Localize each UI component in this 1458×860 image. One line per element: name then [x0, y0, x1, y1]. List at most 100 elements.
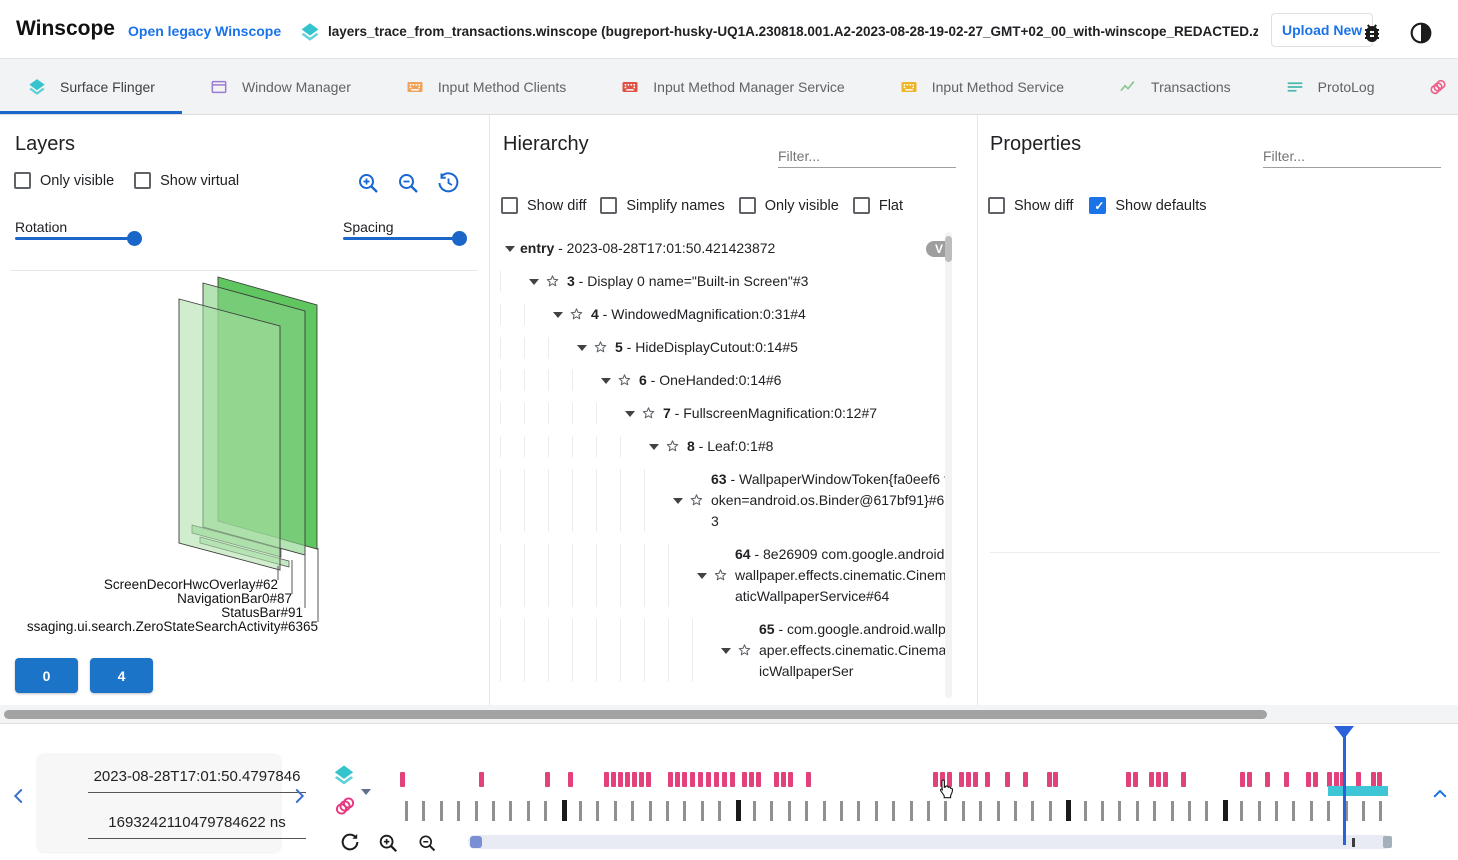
chevron-down-icon[interactable] [548, 312, 568, 318]
zoom-out-icon[interactable] [396, 171, 420, 195]
sf-tick [822, 801, 826, 821]
timestamp-ns-field[interactable]: 1693242110479784622 ns [88, 814, 306, 839]
tab-input-method-clients[interactable]: Input Method Clients [378, 59, 593, 114]
dark-mode-icon[interactable] [1408, 20, 1434, 46]
open-legacy-link[interactable]: Open legacy Winscope [128, 23, 282, 39]
rotation-slider-thumb[interactable] [127, 231, 142, 246]
chevron-down-icon[interactable] [596, 378, 616, 384]
timeline-refresh-icon[interactable] [339, 831, 361, 853]
checkbox-only-visible[interactable]: Only visible [14, 172, 114, 189]
timeline-zoom-out-icon[interactable] [417, 833, 437, 853]
star-icon[interactable] [664, 438, 687, 455]
star-icon[interactable] [616, 372, 639, 389]
spacing-slider-track[interactable] [343, 237, 462, 240]
tab-window-manager[interactable]: Window Manager [182, 59, 378, 114]
tree-node-label: 64 - 8e26909 com.google.android.wallpape… [735, 546, 949, 604]
chevron-down-icon[interactable] [692, 573, 712, 579]
previous-entry-button[interactable] [10, 784, 28, 808]
timestamp-human-field[interactable]: 2023-08-28T17:01:50.4797846 [88, 768, 306, 793]
hierarchy-scrollbar-thumb[interactable] [945, 236, 952, 262]
tree-node[interactable]: 3 - Display 0 name="Built-in Screen"#3 [500, 265, 952, 298]
content-scrollbar-thumb[interactable] [4, 710, 1267, 719]
sf-tick [805, 801, 809, 821]
tree-node[interactable]: 8 - Leaf:0:1#8 [500, 430, 952, 463]
keyboard-icon [620, 77, 640, 97]
star-icon[interactable] [592, 339, 615, 356]
tree-node[interactable]: entry - 2023-08-28T17:01:50.421423872 V [500, 232, 952, 265]
tab-input-method-manager-service[interactable]: Input Method Manager Service [593, 59, 871, 114]
tree-node[interactable]: 64 - 8e26909 com.google.android.wallpape… [500, 538, 952, 613]
spacing-slider-thumb[interactable] [452, 231, 467, 246]
sf-tick [927, 801, 930, 821]
transition-tick [568, 772, 573, 787]
tab-label: Transactions [1151, 78, 1231, 95]
indent-guide [644, 469, 668, 532]
sf-tick [944, 801, 948, 821]
top-bar: Winscope Open legacy Winscope layers_tra… [0, 0, 1458, 59]
tab-surface-flinger[interactable]: Surface Flinger [0, 59, 182, 114]
checkbox-show-virtual[interactable]: Show virtual [134, 172, 239, 189]
reset-view-history-icon[interactable] [436, 171, 460, 195]
timeline-zoom-in-icon[interactable] [377, 832, 399, 854]
sf-tick [474, 801, 478, 821]
timeline-range-thumb-right[interactable] [1383, 836, 1392, 848]
layer-id-button-0[interactable]: 0 [15, 658, 78, 693]
sf-tick [874, 801, 878, 821]
checkbox-show-diff[interactable]: Show diff [988, 197, 1073, 214]
timeline-cursor-handle[interactable] [1334, 726, 1354, 739]
star-icon[interactable] [568, 306, 591, 323]
tab-tra[interactable]: Tra [1401, 59, 1458, 114]
tree-node[interactable]: 7 - FullscreenMagnification:0:12#7 [500, 397, 952, 430]
rotation-slider-track[interactable] [15, 237, 137, 240]
bug-report-icon[interactable] [1360, 21, 1384, 45]
chevron-down-icon[interactable] [644, 444, 664, 450]
chevron-down-icon[interactable] [500, 246, 520, 252]
upload-new-button[interactable]: Upload New [1271, 13, 1374, 47]
sf-tick [1240, 801, 1244, 821]
chevron-down-icon[interactable] [620, 411, 640, 417]
checkbox-simplify-names[interactable]: Simplify names [600, 197, 725, 214]
tree-node[interactable]: 63 - WallpaperWindowToken{fa0eef6 token=… [500, 463, 952, 538]
tab-input-method-service[interactable]: Input Method Service [872, 59, 1091, 114]
sf-tick [1014, 801, 1017, 821]
star-icon[interactable] [712, 567, 735, 584]
zoom-in-icon[interactable] [356, 171, 380, 195]
hierarchy-filter-input[interactable] [778, 145, 956, 168]
chevron-down-icon[interactable] [524, 279, 544, 285]
layers-3d-canvas[interactable] [0, 256, 487, 636]
tab-protolog[interactable]: ProtoLog [1258, 59, 1402, 114]
properties-filter-input[interactable] [1263, 145, 1441, 168]
indent-guide [596, 436, 620, 457]
timeline-cursor-line[interactable] [1343, 728, 1346, 845]
transition-tick [788, 772, 793, 787]
hierarchy-scrollbar-track[interactable] [945, 232, 952, 698]
star-icon[interactable] [544, 273, 567, 290]
checkbox-show-diff[interactable]: Show diff [501, 197, 586, 214]
chevron-down-icon[interactable] [668, 498, 688, 504]
sf-tick [700, 801, 704, 821]
layer-id-button-4[interactable]: 4 [90, 658, 153, 693]
indent-guide [524, 544, 548, 607]
timeline-range-track[interactable] [468, 835, 1392, 849]
sf-tick [405, 801, 408, 821]
star-icon[interactable] [688, 492, 711, 509]
next-entry-button[interactable] [290, 784, 308, 808]
tree-node[interactable]: 5 - HideDisplayCutout:0:14#5 [500, 331, 952, 364]
trace-selector-caret-icon[interactable] [361, 789, 371, 795]
chevron-down-icon[interactable] [716, 648, 736, 654]
tree-node[interactable]: 65 - com.google.android.wallpaper.effect… [500, 613, 952, 688]
star-icon[interactable] [640, 405, 663, 422]
indent-guide [548, 403, 572, 424]
tree-node[interactable]: 6 - OneHanded:0:14#6 [500, 364, 952, 397]
chevron-down-icon[interactable] [572, 345, 592, 351]
tree-node[interactable]: 4 - WindowedMagnification:0:31#4 [500, 298, 952, 331]
checkbox-show-defaults[interactable]: Show defaults [1089, 197, 1206, 214]
expand-timeline-icon[interactable] [1430, 785, 1450, 803]
tab-transactions[interactable]: Transactions [1091, 59, 1258, 114]
indent-guide [596, 544, 620, 607]
checkbox-only-visible[interactable]: Only visible [738, 197, 839, 214]
star-icon[interactable] [736, 642, 759, 659]
checkbox-flat[interactable]: Flat [852, 197, 903, 214]
sf-tick [579, 801, 582, 821]
timeline-range-thumb-left[interactable] [470, 836, 482, 848]
